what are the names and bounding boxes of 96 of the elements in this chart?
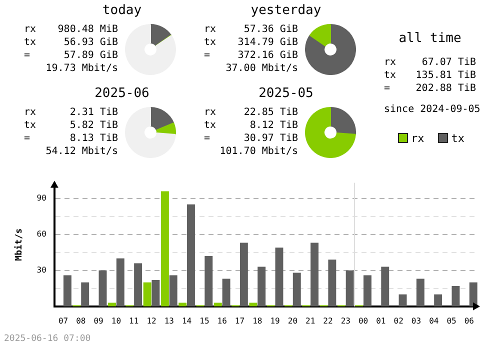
text: tx (384, 69, 396, 82)
x-tick-label: 03 (411, 316, 422, 326)
text: = (204, 132, 210, 145)
text: = (24, 49, 30, 62)
bar (275, 248, 284, 306)
text: rx (204, 106, 216, 119)
bar (416, 278, 424, 306)
y-tick-label: 30 (36, 265, 47, 274)
bar (310, 242, 319, 306)
text: 980.48 MiB (58, 23, 118, 36)
text: 372.16 GiB (238, 49, 298, 62)
bar (152, 280, 160, 306)
x-tick-label: 14 (182, 316, 192, 326)
x-tick-label: 09 (94, 316, 104, 326)
text: 19.73 Mbit/s (44, 62, 118, 75)
bar (452, 286, 460, 306)
bar (346, 270, 354, 306)
text: tx (24, 36, 36, 49)
bar (363, 275, 372, 306)
text: 54.12 Mbit/s (44, 145, 118, 158)
x-tick-label: 06 (464, 316, 474, 326)
legend-label: tx (450, 132, 464, 145)
text: 8.12 TiB (250, 119, 298, 132)
text: = (384, 82, 390, 95)
text: 30.97 TiB (244, 132, 298, 145)
text: 8.13 TiB (70, 132, 118, 145)
x-tick-label: 02 (394, 316, 404, 326)
bar (292, 272, 301, 306)
text: = (24, 132, 30, 145)
x-tick-label: 07 (58, 316, 68, 326)
x-tick-label: 15 (200, 316, 210, 326)
bar (169, 275, 178, 306)
x-tick-label: 20 (288, 316, 298, 326)
bar (98, 270, 107, 306)
text: rx (24, 106, 36, 119)
text: 37.00 Mbit/s (224, 62, 298, 75)
bar (63, 275, 72, 306)
chart-title: yesterday (250, 3, 322, 18)
legend-label: rx (410, 132, 424, 145)
text: 202.88 TiB (416, 82, 476, 95)
x-tick-label: 01 (376, 316, 386, 326)
x-tick-label: 16 (217, 316, 228, 326)
bar (204, 256, 213, 306)
x-tick-label: 12 (146, 316, 156, 326)
text: 2.31 TiB (70, 106, 118, 119)
x-tick-label: 18 (252, 316, 262, 326)
text: all time (398, 31, 462, 46)
chart-title: 2025-06 (94, 86, 150, 101)
text: 22.85 TiB (244, 106, 298, 119)
bar (160, 191, 169, 306)
x-tick-label: 17 (234, 316, 245, 326)
bar (222, 278, 230, 306)
text: 57.36 GiB (244, 23, 298, 36)
bar (187, 204, 195, 306)
bar (258, 266, 266, 306)
text: rx (24, 23, 36, 36)
x-tick-label: 19 (270, 316, 280, 326)
text: 135.81 TiB (416, 69, 476, 82)
y-tick-label: 60 (36, 229, 47, 238)
text: = (204, 49, 210, 62)
bar (328, 260, 336, 306)
y-axis-title: Mbit/s (14, 228, 25, 261)
text: rx (384, 56, 396, 69)
bar (134, 263, 142, 306)
x-tick-label: 05 (446, 316, 457, 326)
text: since 2024-09-05 (384, 103, 480, 116)
text: 314.79 GiB (238, 36, 298, 49)
x-tick-label: 22 (323, 316, 333, 326)
chart-title: 2025-05 (258, 86, 314, 101)
text: tx (24, 119, 36, 132)
text: tx (204, 119, 216, 132)
x-tick-label: 13 (164, 316, 174, 326)
bar (116, 258, 124, 306)
y-tick-label: 90 (36, 193, 47, 202)
text: 101.70 Mbit/s (218, 145, 298, 158)
x-tick-label: 23 (340, 316, 351, 326)
text: 67.07 TiB (422, 56, 476, 69)
x-tick-label: 10 (111, 316, 122, 326)
bar (398, 294, 407, 306)
x-tick-label: 08 (76, 316, 86, 326)
text: 5.82 TiB (70, 119, 118, 132)
x-tick-label: 21 (306, 316, 316, 326)
text: rx (204, 23, 216, 36)
text: 57.89 GiB (64, 49, 118, 62)
text: 56.93 GiB (64, 36, 118, 49)
bar (81, 282, 90, 306)
text: tx (204, 36, 216, 49)
bar (143, 282, 152, 306)
bar (434, 294, 442, 306)
bar (381, 266, 390, 306)
text: 2025-06-16 07:00 (4, 334, 91, 344)
x-tick-label: 11 (129, 316, 139, 326)
x-tick-label: 00 (358, 316, 368, 326)
chart-title: today (101, 3, 143, 18)
bar (240, 242, 248, 306)
x-tick-label: 04 (429, 316, 439, 326)
